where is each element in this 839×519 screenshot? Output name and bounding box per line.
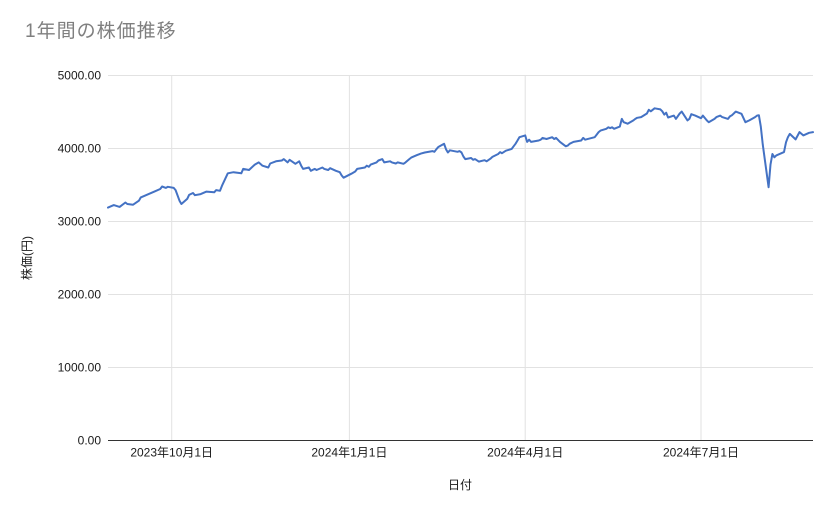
chart-title: 1年間の株価推移 xyxy=(25,21,177,42)
horizontal-gridlines xyxy=(108,75,813,441)
y-tick-label: 1000.00 xyxy=(58,361,102,375)
price-line xyxy=(107,107,814,209)
vertical-gridlines xyxy=(171,75,702,441)
price-line-series xyxy=(107,107,814,209)
x-axis-title: 日付 xyxy=(448,478,472,492)
y-tick-label: 3000.00 xyxy=(58,215,102,229)
y-tick-label: 4000.00 xyxy=(58,142,102,156)
y-tick-label: 2000.00 xyxy=(58,288,102,302)
x-tick-label: 2024年4月1日 xyxy=(487,446,563,460)
x-tick-label: 2024年7月1日 xyxy=(663,446,739,460)
y-axis-title: 株価(円) xyxy=(19,236,34,280)
x-tick-label: 2024年1月1日 xyxy=(311,446,387,460)
x-tick-label: 2023年10月1日 xyxy=(130,446,213,460)
y-tick-label: 0.00 xyxy=(78,434,102,448)
y-tick-label: 5000.00 xyxy=(58,69,102,83)
axis-tick-labels: 2023年10月1日 2024年1月1日 2024年4月1日 2024年7月1日 0.0… xyxy=(58,69,739,460)
